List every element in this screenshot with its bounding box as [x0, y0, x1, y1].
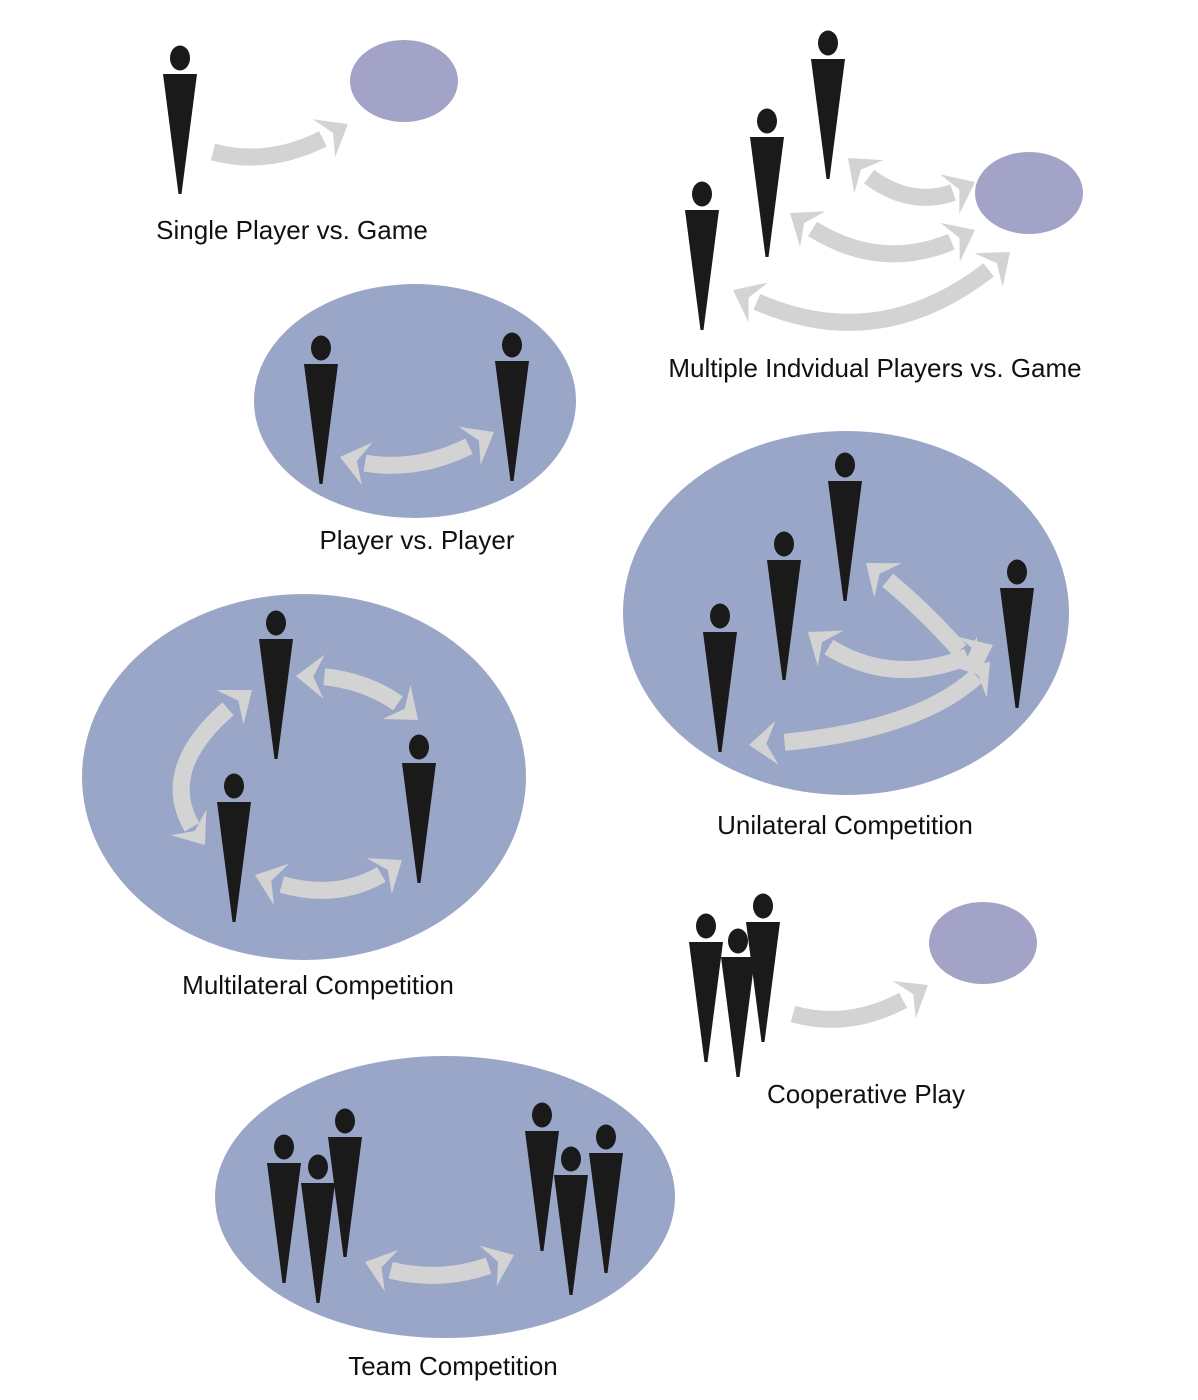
player-vs-player-arena — [254, 284, 576, 518]
team-arrow — [365, 1245, 514, 1292]
unilateral-arrow-2 — [808, 630, 993, 679]
team-competition-label: Team Competition — [348, 1351, 558, 1381]
cooperative-game-object — [929, 902, 1037, 984]
multiple-individual-players-vs-game-label: Multiple Indvidual Players vs. Game — [668, 353, 1082, 383]
multilateral-competition-label: Multilateral Competition — [182, 970, 454, 1000]
multi-player-arrow-3 — [733, 252, 1010, 331]
multi-player-figure-3 — [685, 181, 719, 330]
multi-player-arrow-2 — [790, 211, 975, 263]
cooperative-figure-1 — [689, 913, 723, 1062]
single-player-game-object — [350, 40, 458, 122]
unilateral-arena — [623, 431, 1069, 795]
multilateral-arena — [82, 594, 526, 960]
unilateral-competition-label: Unilateral Competition — [717, 810, 973, 840]
multi-player-arrow-1 — [848, 158, 975, 214]
multilateral-arrow-1 — [296, 654, 418, 720]
cooperative-arrow — [790, 980, 928, 1028]
multilateral-arrow-2 — [170, 689, 252, 845]
team-arena — [215, 1056, 675, 1338]
unilateral-arrow-3 — [749, 662, 990, 765]
cooperative-play-label: Cooperative Play — [767, 1079, 965, 1109]
player-vs-player-label: Player vs. Player — [319, 525, 515, 555]
arrow-layer — [170, 119, 1010, 1292]
single-player-vs-game-label: Single Player vs. Game — [156, 215, 428, 245]
multi-player-figure-1 — [811, 30, 845, 179]
arena-layer — [82, 40, 1083, 1338]
multilateral-arrow-3 — [255, 858, 402, 906]
multi-player-game-object — [975, 152, 1083, 234]
multi-player-figure-2 — [750, 108, 784, 257]
single-player-arrow — [210, 119, 348, 166]
single-player-figure — [163, 45, 197, 194]
pvp-arrow — [340, 426, 494, 486]
